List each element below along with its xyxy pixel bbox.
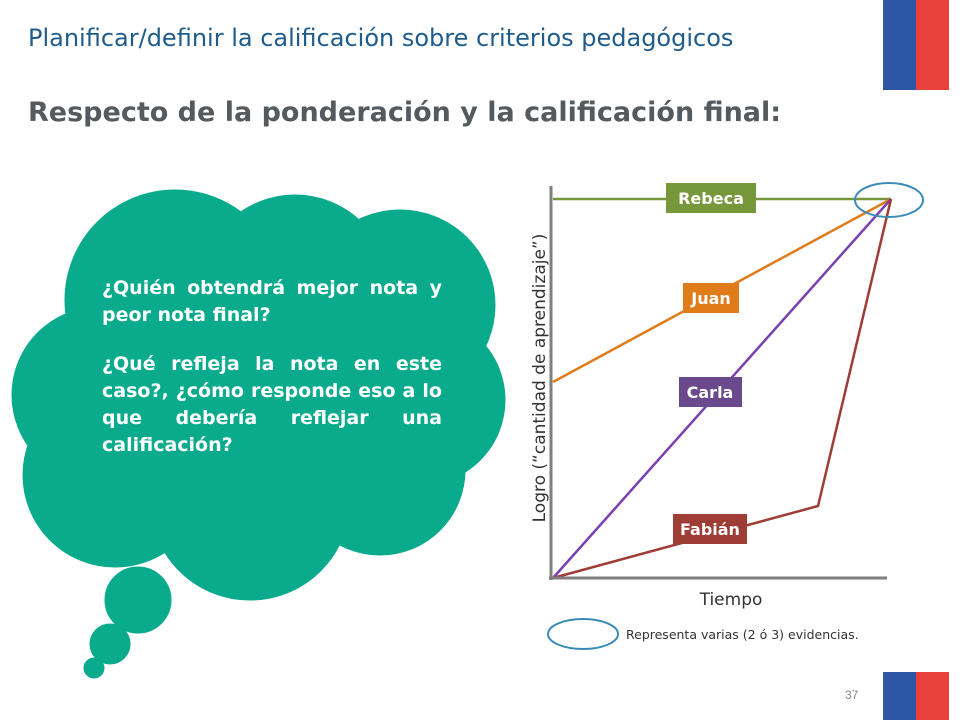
cloud-center [99,239,401,541]
label-box-carla [679,377,742,407]
thought-dot [83,657,105,679]
thought-cloud [11,189,506,679]
label-box-rebeca [666,183,756,213]
legend-ellipse [547,618,619,650]
y-axis-label: Logro (“cantidad de aprendizaje”) [530,234,550,523]
line-fabian [552,198,893,580]
label-fabian: Fabián [680,520,740,539]
page-subtitle: Respecto de la ponderación y la califica… [28,97,782,128]
label-carla: Carla [687,383,734,402]
question-2: ¿Qué refleja la nota en este caso?, ¿cóm… [102,353,442,456]
highlight-ellipse [854,182,924,218]
flag-top-decoration [883,0,949,90]
x-axis-label: Tiempo [699,590,763,610]
flag-bottom-decoration [883,672,949,720]
question-1: ¿Quién obtendrá mejor nota y peor nota f… [102,277,442,326]
thought-dot [89,623,131,665]
slide-number: 37 [845,688,859,702]
thought-dot [104,566,172,634]
bubble-text: ¿Quién obtendrá mejor nota y peor nota f… [102,275,442,481]
label-box-fabian [673,514,747,544]
label-rebeca: Rebeca [678,189,744,208]
legend-text: Representa varias (2 ó 3) evidencias. [626,627,859,642]
page-title: Planificar/definir la calificación sobre… [28,24,734,52]
label-box-juan [683,283,739,313]
label-juan: Juan [690,289,731,308]
